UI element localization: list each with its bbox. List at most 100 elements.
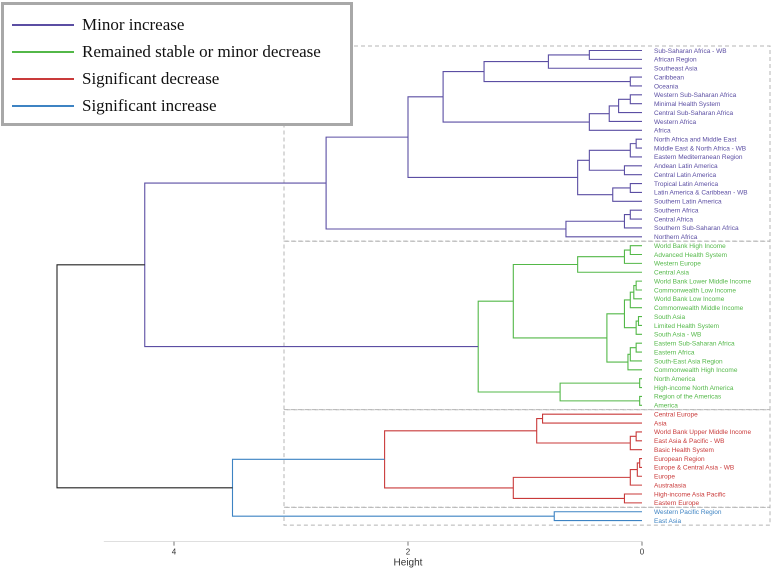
dendrogram-link-p16 [577,159,613,196]
leaf-label: Southern Sub-Saharan Africa [654,225,739,232]
leaf-label: World Bank Low Income [654,296,725,303]
legend-label: Minor increase [82,14,185,34]
legend-item: Significant increase [12,92,350,119]
leaf-label: Central Europe [654,411,698,418]
legend-swatch [12,50,74,53]
cluster-boxes [283,45,771,526]
leaf-label: World Bank High Income [654,243,726,250]
legend-swatch [12,77,74,80]
leaf-label: Minimal Health System [654,101,720,108]
dendrogram-link-p10 [635,138,642,149]
leaf-label: Latin America & Caribbean - WB [654,190,748,197]
dendrogram-link-r10 [384,430,537,489]
legend-item: Remained stable or minor decrease [12,38,350,65]
leaf-label: Asia [654,420,667,427]
dendrogram-link-g5 [633,285,642,300]
dendrogram-link-p15 [612,187,642,202]
dendrogram-link-g4 [635,280,642,291]
dendrogram-link-g16 [639,395,642,406]
x-tick-label: 4 [172,548,177,557]
leaf-label: Middle East & North Africa - WB [654,145,746,152]
leaf-label: Eastern Europe [654,500,700,507]
dendrogram-link-b1 [553,511,642,522]
dendrogram-link-p21 [325,136,566,230]
leaf-label: East Asia [654,518,681,525]
dendrogram-link-r1 [542,413,642,424]
leaf-label: North Africa and Middle East [654,137,737,144]
legend-label: Significant increase [82,95,217,115]
dendrogram-link-p18 [629,209,642,220]
leaf-label: Central Sub-Saharan Africa [654,110,734,117]
cluster-box-stable [283,240,771,411]
dendrogram-link-g1 [629,245,642,256]
dendrogram-link-g10 [635,342,642,353]
leaf-label: South-East Asia Region [654,358,723,365]
dendrogram-link-p7 [608,105,642,123]
cluster-box-significant-decrease [283,409,771,508]
dendrogram-link-k1 [144,182,479,348]
leaf-label: Western Sub-Saharan Africa [654,92,737,99]
legend-swatch [12,104,74,107]
leaf-label: Southern Latin America [654,199,722,206]
leaf-label: Commonwealth High Income [654,367,738,374]
leaf-label: Southeast Asia [654,66,698,73]
leaf-label: Caribbean [654,74,684,81]
x-tick-label: 2 [406,548,411,557]
dendrogram-link-p4 [483,61,631,83]
dendrogram-link-root [56,264,233,489]
leaf-label: Andean Latin America [654,163,718,170]
leaf-label: Eastern Sub-Saharan Africa [654,341,735,348]
leaf-labels: Sub-Saharan Africa - WB African Region Sou… [654,48,751,525]
legend: Minor increase Remained stable or minor d… [1,2,353,126]
dendrogram-link-p5 [629,94,642,105]
leaf-label: Northern Africa [654,234,698,241]
dendrogram-link-r2 [635,431,642,442]
leaf-label: Basic Health System [654,447,714,454]
leaf-label: Advanced Health System [654,252,727,259]
legend-item: Minor increase [12,11,350,38]
legend-swatch [12,23,74,26]
dendrogram-link-p20 [565,220,642,238]
leaf-label: Oceania [654,83,679,90]
leaf-label: Western Europe [654,261,701,268]
dendrogram-link-g14 [512,263,607,339]
leaf-label: World Bank Upper Middle Income [654,429,751,436]
leaf-label: South Asia [654,314,685,321]
leaf-label: Southern Africa [654,207,699,214]
dendrogram-link-g6 [629,291,642,309]
leaf-label: Western Pacific Region [654,509,722,516]
x-axis: 4 2 0 [103,541,645,557]
dendrogram-link-p12 [623,165,642,176]
dendrogram-link-r7 [629,469,642,486]
dendrogram-link-g2 [623,249,642,264]
dendrogram-link-r4 [536,418,631,444]
dendrogram-link-g15 [639,378,642,389]
leaf-label: Europe & Central Asia - WB [654,465,734,472]
leaf-label: Central Africa [654,216,693,223]
legend-item: Significant decrease [12,65,350,92]
leaf-label: Eastern Africa [654,349,695,356]
dendrogram-link-p14 [629,183,642,193]
x-axis-title: Height [394,558,423,569]
leaf-label: Commonwealth Low Income [654,287,736,294]
dendrogram-link-p2 [547,54,642,69]
leaf-label: High-income Asia Pacific [654,491,726,498]
leaf-label: America [654,403,678,410]
leaf-label: Commonwealth Middle Income [654,305,744,312]
dendrogram-link-p19 [623,214,642,229]
leaf-label: Central Latin America [654,172,717,179]
leaf-label: Sub-Saharan Africa - WB [654,48,727,55]
dendrogram-link-p3 [629,76,642,87]
dendrogram-link-r5 [639,457,642,468]
leaf-label: High-income North America [654,385,734,392]
dendrogram-link-g3 [577,256,642,273]
cluster-box-minor-increase [283,45,771,242]
leaf-label: North America [654,376,696,383]
leaf-label: Central Asia [654,270,689,277]
leaf-label: World Bank Lower Middle Income [654,278,751,285]
dendrogram-link-r9 [512,476,631,499]
dendrogram-link-p9 [442,71,590,123]
leaf-label: European Region [654,456,705,463]
leaf-label: Australasia [654,482,687,489]
